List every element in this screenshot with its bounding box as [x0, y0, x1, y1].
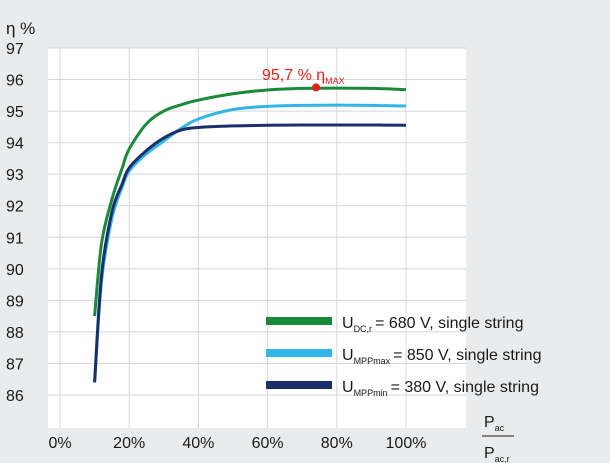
legend-text: = 680 V, single string: [375, 315, 523, 332]
series-lines: [93, 86, 407, 383]
y-tick-label: 88: [6, 325, 24, 342]
y-tick-labels: 86 87 88 89 90 91 92 93 94 95 96 97: [6, 41, 24, 405]
x-label-denominator-sub: ac,r: [495, 454, 510, 463]
y-gridlines: [48, 47, 466, 396]
x-tick-label: 0%: [48, 435, 71, 452]
y-tick-label: 86: [6, 388, 24, 405]
x-tick-labels: 0% 20% 40% 60% 80% 100%: [48, 435, 426, 452]
y-tick-label: 91: [6, 230, 24, 247]
legend-text: = 850 V, single string: [393, 347, 541, 364]
legend-symbol-sub: MPPmax: [354, 356, 391, 366]
x-tick-label: 80%: [321, 435, 353, 452]
annotation-label: 95,7 % η: [262, 67, 325, 84]
annotation-sub: MAX: [325, 76, 345, 86]
legend-symbol: U: [342, 347, 354, 364]
x-tick-label: 40%: [182, 435, 214, 452]
y-tick-label: 89: [6, 293, 24, 310]
legend-label: UDC,r = 680 V, single string: [342, 315, 523, 334]
svg-text:Pac: Pac: [484, 414, 505, 433]
legend-symbol-sub: DC,r: [354, 324, 373, 334]
y-tick-label: 95: [6, 104, 24, 121]
max-point-marker: [312, 83, 321, 92]
y-tick-label: 87: [6, 356, 24, 373]
y-tick-label: 97: [6, 41, 24, 58]
y-axis-label: η %: [6, 19, 35, 38]
x-label-denominator: P: [484, 445, 495, 462]
x-label-numerator-sub: ac: [495, 423, 505, 433]
max-efficiency-annotation: 95,7 % ηMAX: [262, 67, 345, 92]
x-axis-label: Pac Pac,r: [482, 414, 514, 463]
x-gridlines: [59, 48, 407, 428]
x-label-numerator: P: [484, 414, 495, 431]
legend-label: UMPPmax = 850 V, single string: [342, 347, 541, 366]
legend-symbol: U: [342, 379, 354, 396]
legend-label: UMPPmin = 380 V, single string: [342, 379, 539, 398]
legend-swatch: [266, 349, 332, 357]
x-tick-label: 60%: [252, 435, 284, 452]
legend-symbol: U: [342, 315, 354, 332]
y-tick-label: 93: [6, 167, 24, 184]
x-tick-label: 100%: [386, 435, 427, 452]
x-tick-label: 20%: [113, 435, 145, 452]
y-tick-label: 90: [6, 262, 24, 279]
svg-text:95,7 % ηMAX: 95,7 % ηMAX: [262, 67, 345, 86]
y-tick-label: 92: [6, 199, 24, 216]
series-line-3: [93, 123, 407, 383]
series-line-1: [93, 86, 407, 317]
legend-swatch: [266, 381, 332, 389]
legend-symbol-sub: MPPmin: [354, 388, 388, 398]
legend-text: = 380 V, single string: [391, 379, 539, 396]
svg-text:Pac,r: Pac,r: [484, 445, 510, 463]
legend-swatch: [266, 317, 332, 325]
y-tick-label: 96: [6, 73, 24, 90]
y-tick-label: 94: [6, 136, 24, 153]
